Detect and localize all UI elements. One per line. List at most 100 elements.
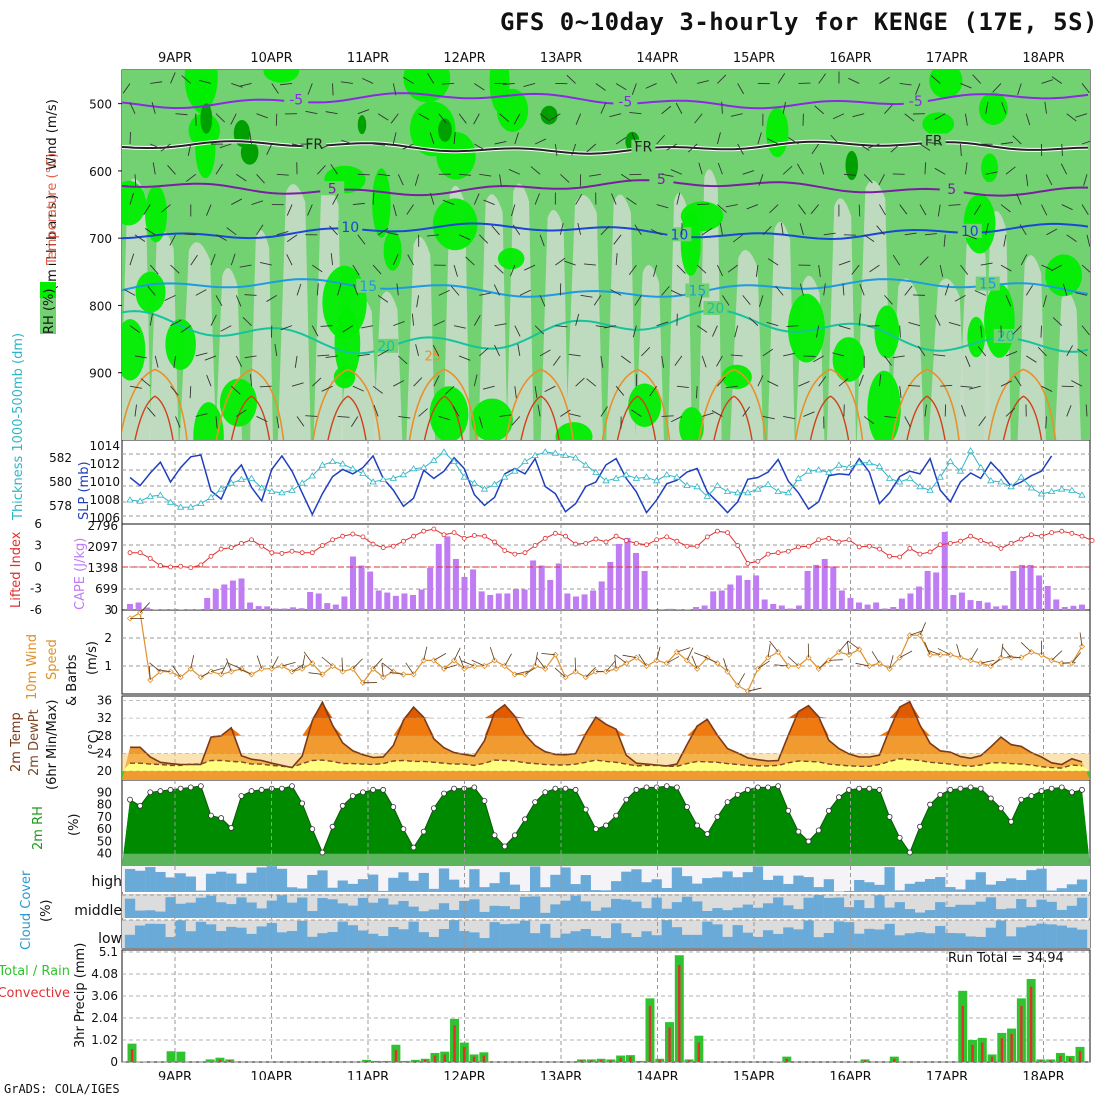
- cape-bar: [427, 567, 434, 610]
- cloud-cover-bar: [995, 881, 1007, 892]
- thickness-point: [511, 467, 519, 474]
- wind-barb: [588, 173, 601, 177]
- wind-barb: [586, 143, 597, 153]
- wind-barb: [1086, 234, 1090, 247]
- wind-barb: [670, 289, 683, 296]
- rh-point: [238, 793, 245, 799]
- wind-barb: [858, 374, 864, 387]
- cloud-cover-bar: [175, 873, 186, 892]
- moist-blob: [322, 265, 367, 339]
- cape-bar: [693, 606, 700, 610]
- wind-barb: [479, 234, 489, 244]
- wind-barb: [499, 174, 502, 187]
- wind-speed-point: [501, 662, 508, 670]
- cape-bar: [341, 596, 348, 610]
- cape-bar: [581, 594, 588, 610]
- cape-bar: [401, 593, 408, 610]
- isotherm-25: [987, 368, 1057, 440]
- temperature-tick-label: 28: [97, 729, 112, 743]
- cloud-cover-bar: [935, 902, 946, 918]
- cape-bar: [838, 590, 845, 610]
- rh-point: [157, 788, 164, 794]
- wind-barb: [674, 355, 683, 366]
- isotherm-label: -5: [909, 94, 923, 110]
- cloud-cover-bar: [357, 879, 369, 892]
- rh-point: [137, 802, 144, 809]
- cape-bar: [298, 608, 305, 610]
- cloud-cover-bar: [924, 933, 936, 948]
- cloud-cover-bar: [641, 882, 652, 892]
- wind-barb: [1001, 102, 1007, 114]
- wind-barb: [316, 283, 319, 296]
- wind-barb: [762, 225, 772, 236]
- wind-barb-10m: [458, 655, 465, 669]
- thickness-point: [328, 457, 337, 464]
- thickness-point: [835, 461, 843, 468]
- wind-barb: [479, 347, 489, 357]
- lifted-index-point: [988, 541, 994, 547]
- cloud-cover-bar: [1076, 879, 1088, 892]
- cloud-cover-bar: [398, 929, 409, 948]
- wind-barb: [575, 377, 585, 387]
- wind-barb: [392, 204, 397, 217]
- wind-barb: [143, 204, 151, 215]
- dry-column: [928, 278, 966, 440]
- lifted-index-point: [421, 528, 427, 534]
- run-total-label: Run Total = 34.94: [948, 951, 1064, 966]
- wind-barb: [675, 102, 683, 114]
- legend-temperature: Temperature (°C): [45, 153, 60, 266]
- wind-barb: [499, 113, 510, 122]
- cloud-cover-bar: [438, 929, 450, 948]
- cape-bar: [873, 602, 880, 610]
- cloud-cover-bar: [175, 920, 186, 948]
- cape-bar: [315, 593, 322, 610]
- rh-point: [360, 789, 366, 796]
- wind-barb: [259, 385, 272, 388]
- lifted-index-point: [147, 556, 153, 561]
- cape-bar: [547, 579, 554, 610]
- wind-barb: [1005, 407, 1016, 417]
- wind-barb-10m: [433, 653, 447, 661]
- wind-barb: [458, 113, 467, 124]
- wind-barb: [134, 174, 137, 187]
- thickness-point: [227, 479, 235, 486]
- cape-bar: [238, 578, 245, 610]
- cape-bar: [804, 570, 811, 610]
- wind-barb: [571, 143, 577, 156]
- moist-blob: [372, 168, 391, 238]
- thickness-point: [885, 474, 894, 481]
- thickness-point: [987, 477, 995, 484]
- moist-blob: [383, 230, 402, 271]
- wind-barb: [161, 204, 171, 213]
- thickness-point: [673, 473, 681, 480]
- rh-point: [572, 786, 579, 793]
- cloud-cover-bar: [874, 929, 885, 948]
- wind-barb: [858, 313, 861, 326]
- cloud-cover-bar: [570, 931, 581, 948]
- wind-barb-10m: [686, 647, 694, 661]
- wind-barb: [656, 134, 666, 145]
- cloud-cover-bar: [1056, 888, 1067, 892]
- isotherm-label-bg: [374, 338, 399, 353]
- rh-point: [947, 786, 954, 793]
- wind-barb: [904, 232, 917, 236]
- wind-barb: [600, 355, 604, 368]
- cloud-cover-bar: [155, 871, 166, 892]
- wind-barb: [458, 234, 471, 241]
- wind-barb: [372, 192, 375, 205]
- lifted-index-point: [745, 561, 751, 566]
- slp-tick-label: 1010: [89, 475, 120, 489]
- wind-barb: [239, 264, 252, 268]
- isotherm-label: 10: [961, 224, 979, 240]
- wind-barb-10m: [554, 667, 566, 678]
- lifted-index-point: [522, 550, 528, 556]
- wind-barb: [1045, 416, 1047, 429]
- cloud-cover-bar: [550, 937, 561, 948]
- wind-barb: [1037, 346, 1047, 357]
- y-tick-label: 700: [89, 232, 112, 246]
- wind-barb: [892, 254, 901, 266]
- rh-point: [866, 785, 873, 792]
- moist-blob: [263, 70, 300, 83]
- rh-point: [319, 849, 326, 856]
